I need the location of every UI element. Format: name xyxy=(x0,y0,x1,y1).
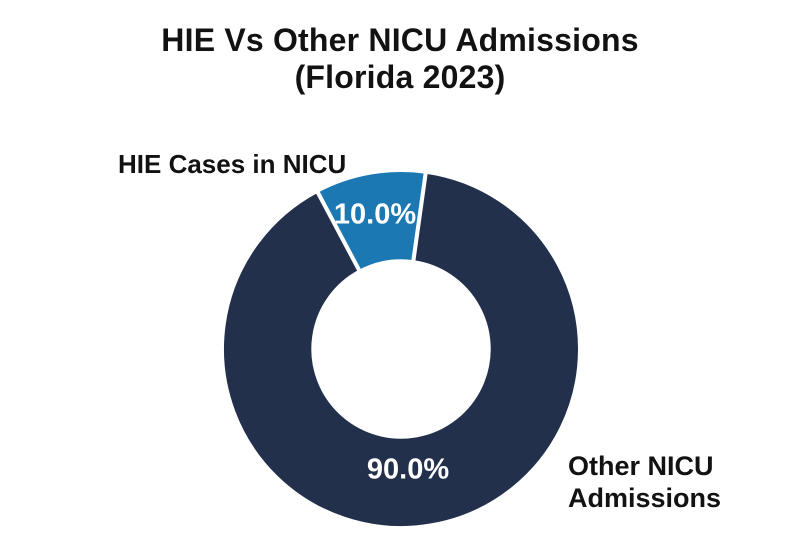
slice-label-hie-cases: HIE Cases in NICU xyxy=(118,149,347,179)
slice-label-other-nicu-admissions: Other NICU Admissions xyxy=(568,451,722,513)
pie-slice-other-nicu-admissions xyxy=(220,169,582,530)
pct-label-hie-cases: 10.0% xyxy=(333,198,417,231)
chart-title-line1: HIE Vs Other NICU Admissions xyxy=(161,22,639,58)
chart-title-line2: (Florida 2023) xyxy=(294,59,506,95)
pct-label-other-nicu-admissions: 90.0% xyxy=(366,453,450,486)
chart-title: HIE Vs Other NICU Admissions (Florida 20… xyxy=(0,22,800,96)
